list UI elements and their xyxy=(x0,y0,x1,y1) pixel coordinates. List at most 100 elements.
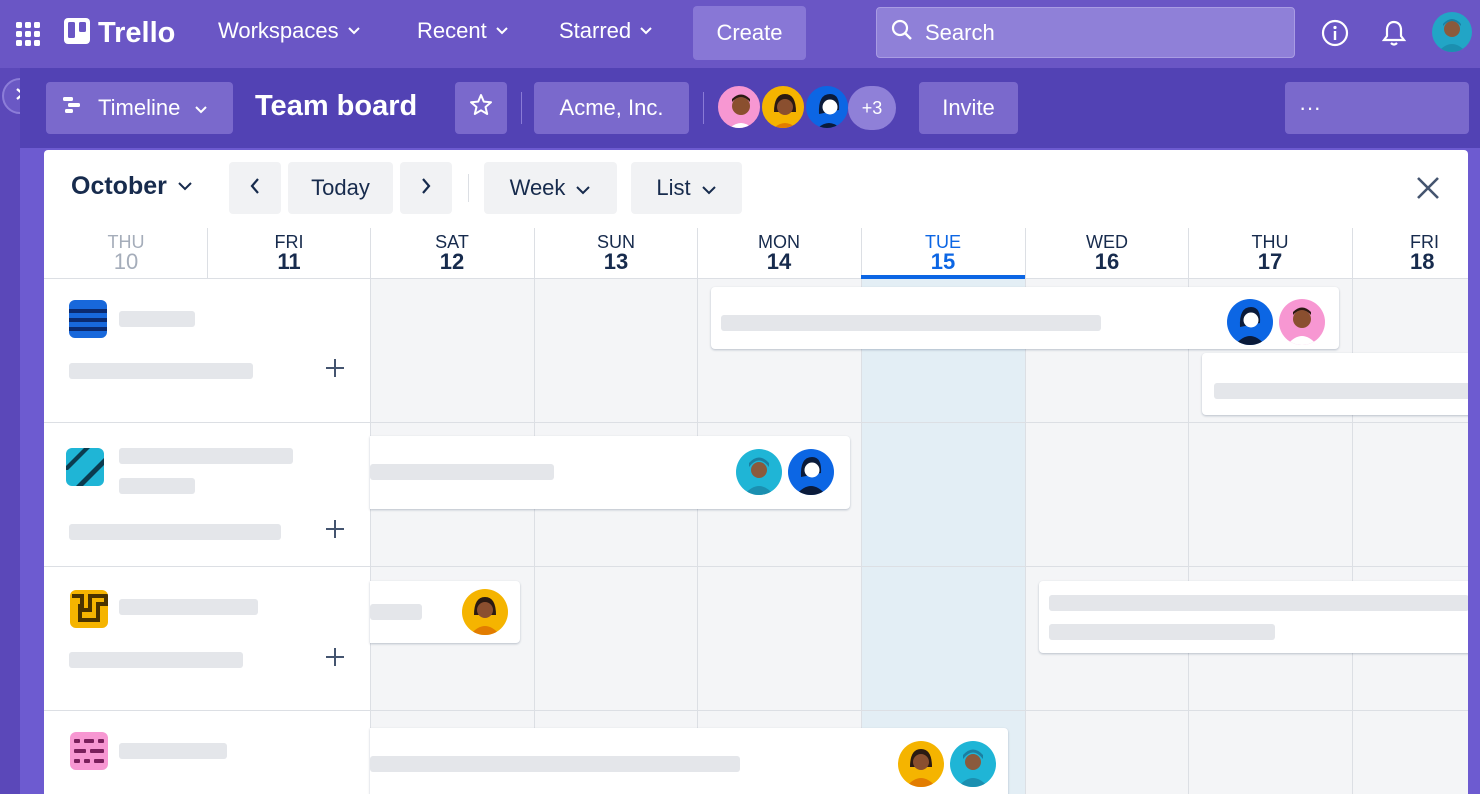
workspaces-label: Workspaces xyxy=(218,18,339,43)
more-members-badge[interactable]: +3 xyxy=(848,86,896,130)
day-header: MON 14 xyxy=(758,232,800,274)
month-picker[interactable]: October xyxy=(71,172,193,201)
list-icon-pink xyxy=(70,732,108,770)
next-button[interactable] xyxy=(400,162,452,214)
chevron-left-icon xyxy=(249,175,261,201)
member-avatar[interactable] xyxy=(760,84,806,130)
search-icon xyxy=(891,19,913,46)
placeholder-text xyxy=(69,524,281,540)
member-avatar xyxy=(1227,299,1273,345)
recent-menu[interactable]: Recent xyxy=(417,18,509,44)
timeline-card[interactable] xyxy=(1202,353,1468,415)
placeholder-text xyxy=(119,599,258,615)
day-header: THU 17 xyxy=(1251,232,1289,274)
apps-grid-icon[interactable] xyxy=(16,22,40,51)
account-avatar[interactable] xyxy=(1432,12,1472,52)
workspace-button[interactable]: Acme, Inc. xyxy=(534,82,689,134)
brand-name: Trello xyxy=(98,17,176,49)
previous-button[interactable] xyxy=(229,162,281,214)
chevron-down-icon xyxy=(347,26,361,36)
info-icon[interactable] xyxy=(1321,19,1349,52)
add-card-button[interactable] xyxy=(324,645,346,673)
search-placeholder: Search xyxy=(925,19,995,45)
grid-line xyxy=(861,228,862,794)
grid-line xyxy=(44,278,1468,279)
list-icon-blue xyxy=(69,300,107,338)
day-header: FRI 11 xyxy=(274,232,304,274)
placeholder-text xyxy=(119,478,195,494)
add-card-button[interactable] xyxy=(324,356,346,384)
timeline-card[interactable] xyxy=(370,581,520,643)
invite-button[interactable]: Invite xyxy=(919,82,1018,134)
member-avatar xyxy=(788,449,834,495)
divider xyxy=(468,174,469,202)
grid-line xyxy=(207,228,208,278)
group-label: List xyxy=(656,175,691,200)
grid-line xyxy=(44,422,1468,423)
placeholder-text xyxy=(119,448,293,464)
timeline-card[interactable] xyxy=(370,728,1008,794)
placeholder-text xyxy=(69,652,243,668)
grid-line xyxy=(44,566,1468,567)
timeline-card[interactable] xyxy=(1039,581,1468,653)
timeline-card[interactable] xyxy=(370,436,850,509)
chevron-down-icon xyxy=(495,26,509,36)
star-board-button[interactable] xyxy=(455,82,507,134)
today-button[interactable]: Today xyxy=(288,162,393,214)
board-title[interactable]: Team board xyxy=(255,90,418,122)
grid-line xyxy=(1352,228,1353,794)
member-avatar xyxy=(898,741,944,787)
member-avatar[interactable] xyxy=(716,84,762,130)
view-label: Timeline xyxy=(98,95,181,120)
today-column xyxy=(861,279,1025,794)
timeline-card[interactable] xyxy=(711,287,1339,349)
starred-menu[interactable]: Starred xyxy=(559,18,653,44)
member-avatar xyxy=(736,449,782,495)
plus-icon xyxy=(326,648,344,666)
grid-line xyxy=(1025,228,1026,794)
close-icon[interactable] xyxy=(1414,174,1442,207)
star-icon xyxy=(469,93,493,123)
placeholder-text xyxy=(370,604,422,620)
today-indicator xyxy=(861,275,1025,279)
timeline-panel: October Today Week List THU 10 FRI 11 SAT 1… xyxy=(44,150,1468,794)
placeholder-text xyxy=(69,363,253,379)
grid-line xyxy=(534,228,535,794)
scale-label: Week xyxy=(509,175,566,200)
chevron-down-icon xyxy=(701,175,717,201)
member-avatar xyxy=(1279,299,1325,345)
plus-icon xyxy=(326,359,344,377)
placeholder-text xyxy=(721,315,1101,331)
trello-logo-icon xyxy=(64,18,90,49)
bell-icon[interactable] xyxy=(1381,19,1407,52)
chevron-down-icon xyxy=(177,178,193,196)
chevron-right-icon xyxy=(420,175,432,201)
search-input[interactable]: Search xyxy=(876,7,1295,58)
view-switcher-button[interactable]: Timeline xyxy=(46,82,233,134)
plus-icon xyxy=(326,520,344,538)
placeholder-text xyxy=(1049,624,1275,640)
grid-line xyxy=(1188,228,1189,794)
month-label: October xyxy=(71,172,167,200)
group-by-dropdown[interactable]: List xyxy=(631,162,742,214)
day-header-today: TUE 15 xyxy=(925,232,961,274)
day-header: FRI 18 xyxy=(1410,232,1439,274)
top-navigation-bar: Trello Workspaces Recent Starred Create … xyxy=(0,0,1480,68)
trello-logo[interactable]: Trello xyxy=(64,17,175,50)
create-button[interactable]: Create xyxy=(693,6,806,60)
member-avatar xyxy=(950,741,996,787)
placeholder-text xyxy=(119,311,195,327)
placeholder-text xyxy=(370,756,740,772)
grid-line xyxy=(44,710,1468,711)
workspaces-menu[interactable]: Workspaces xyxy=(218,18,361,44)
board-menu-button[interactable]: ··· xyxy=(1285,82,1469,134)
member-avatar[interactable] xyxy=(804,84,850,130)
scale-dropdown[interactable]: Week xyxy=(484,162,617,214)
placeholder-text xyxy=(370,464,554,480)
grid-line xyxy=(370,228,371,794)
day-header: SAT 12 xyxy=(435,232,469,274)
add-card-button[interactable] xyxy=(324,517,346,545)
day-header: SUN 13 xyxy=(596,232,635,274)
list-icon-yellow xyxy=(70,590,108,628)
starred-label: Starred xyxy=(559,18,632,43)
